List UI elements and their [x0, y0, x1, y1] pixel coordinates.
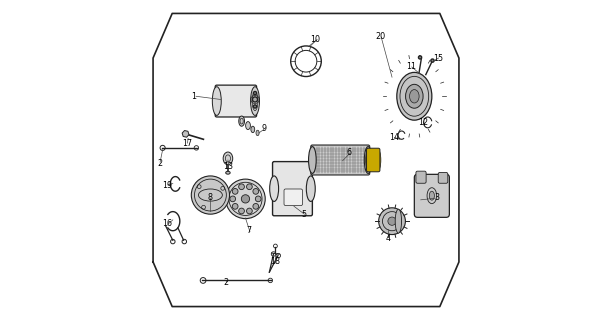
- Ellipse shape: [223, 152, 233, 165]
- Ellipse shape: [226, 171, 230, 174]
- Text: 11: 11: [406, 62, 416, 71]
- Circle shape: [379, 208, 405, 235]
- Ellipse shape: [212, 87, 222, 116]
- Text: 16: 16: [162, 219, 173, 228]
- Text: 3: 3: [434, 193, 439, 202]
- Ellipse shape: [251, 126, 255, 132]
- Circle shape: [431, 59, 434, 62]
- Ellipse shape: [406, 84, 423, 108]
- FancyBboxPatch shape: [416, 171, 426, 183]
- Ellipse shape: [308, 147, 316, 173]
- FancyBboxPatch shape: [215, 85, 256, 117]
- Ellipse shape: [239, 116, 245, 126]
- Text: 8: 8: [207, 193, 212, 202]
- Circle shape: [233, 204, 238, 209]
- Circle shape: [192, 176, 230, 214]
- Ellipse shape: [429, 191, 435, 200]
- Ellipse shape: [409, 90, 419, 103]
- Text: 18: 18: [270, 258, 280, 267]
- Circle shape: [233, 188, 238, 194]
- Text: 15: 15: [433, 53, 443, 62]
- Text: 9: 9: [261, 124, 266, 133]
- Circle shape: [253, 92, 256, 95]
- Circle shape: [239, 208, 244, 214]
- Text: 5: 5: [301, 210, 307, 219]
- FancyBboxPatch shape: [414, 174, 449, 217]
- Ellipse shape: [395, 209, 401, 233]
- Circle shape: [230, 196, 236, 202]
- Ellipse shape: [376, 150, 381, 170]
- Ellipse shape: [270, 176, 278, 201]
- Circle shape: [253, 105, 256, 108]
- Text: 6: 6: [346, 148, 351, 157]
- Ellipse shape: [365, 150, 371, 170]
- Text: 7: 7: [247, 226, 252, 235]
- Text: 10: 10: [310, 35, 321, 44]
- Text: 4: 4: [386, 234, 390, 243]
- Circle shape: [247, 208, 252, 214]
- Text: 12: 12: [418, 118, 428, 127]
- FancyBboxPatch shape: [284, 189, 302, 205]
- Text: 20: 20: [376, 32, 386, 41]
- FancyBboxPatch shape: [438, 172, 448, 183]
- Ellipse shape: [397, 72, 432, 120]
- Text: 2: 2: [223, 278, 228, 287]
- Circle shape: [388, 217, 396, 225]
- Text: 2: 2: [157, 159, 162, 168]
- Circle shape: [247, 184, 252, 190]
- Circle shape: [226, 179, 265, 219]
- Ellipse shape: [256, 130, 259, 136]
- Ellipse shape: [250, 87, 259, 116]
- Ellipse shape: [245, 122, 250, 130]
- Text: 14: 14: [389, 132, 399, 141]
- Ellipse shape: [307, 176, 315, 201]
- Circle shape: [253, 204, 259, 209]
- Circle shape: [241, 195, 250, 203]
- Text: 19: 19: [162, 181, 173, 190]
- Text: 17: 17: [182, 139, 192, 148]
- Circle shape: [239, 184, 244, 190]
- FancyBboxPatch shape: [311, 145, 370, 175]
- Circle shape: [253, 97, 258, 102]
- FancyBboxPatch shape: [367, 148, 380, 172]
- Circle shape: [419, 56, 422, 59]
- Circle shape: [255, 196, 261, 202]
- Text: 13: 13: [223, 162, 233, 171]
- FancyBboxPatch shape: [272, 162, 312, 216]
- Text: 1: 1: [192, 92, 196, 101]
- Ellipse shape: [364, 147, 372, 173]
- Circle shape: [253, 188, 259, 194]
